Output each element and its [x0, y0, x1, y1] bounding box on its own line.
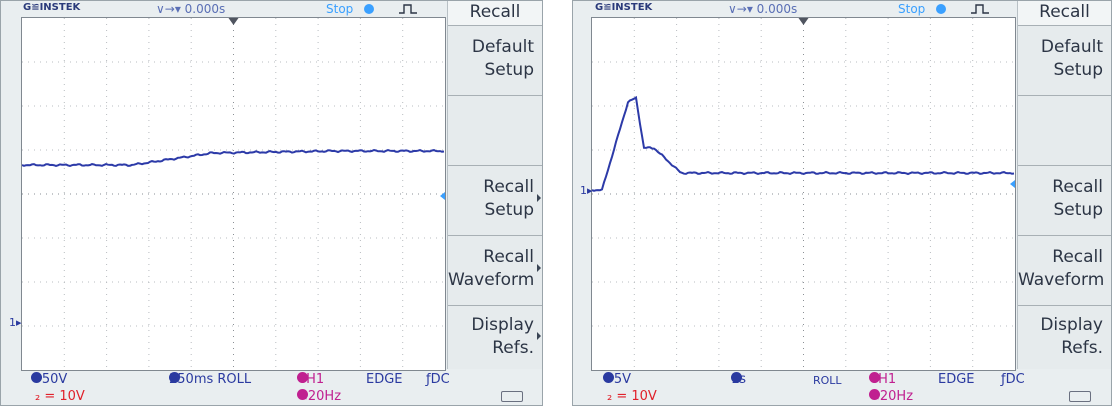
bottom-status-bar: =50V ₂ = 10V 250ms ROLL CH1 EDGE ƒDC <20… — [1, 369, 542, 405]
time-position: ∨→▾ 0.000s — [156, 2, 226, 16]
run-status: Stop — [898, 2, 926, 16]
submenu-arrow-icon — [537, 332, 541, 340]
waveform-display — [21, 17, 446, 371]
top-status-bar: G≌INSTEK ∨→▾ 0.000s Stop — [1, 1, 542, 17]
usb-icon — [501, 391, 523, 402]
ch1-ground-marker: 1▸ — [580, 184, 593, 197]
filter-icon — [297, 389, 308, 400]
recall-waveform-button[interactable]: Recall Waveform — [448, 235, 542, 305]
ch1-ground-marker: 1▸ — [9, 316, 22, 329]
run-status-indicator — [936, 4, 946, 14]
submenu-arrow-icon — [537, 194, 541, 202]
timebase-icon — [169, 372, 180, 383]
brand-label: G≌INSTEK — [23, 2, 81, 13]
oscilloscope-screen-right: G≌INSTEK ∨→▾ 0.000s Stop 1▸ Recall Defau… — [572, 0, 1112, 406]
ch2-scale: ₂ = 10V — [35, 389, 85, 404]
ch1-waveform-trace — [592, 95, 1015, 192]
bottom-status-bar: =5V ₂ = 10V 1s ROLL CH1 EDGE ƒDC <20Hz — [573, 369, 1111, 405]
oscilloscope-screen-left: G≌INSTEK ∨→▾ 0.000s Stop 1▸ Recall Defau… — [0, 0, 543, 406]
top-status-bar: G≌INSTEK ∨→▾ 0.000s Stop — [573, 1, 1111, 17]
waveform-graticule — [22, 18, 445, 370]
trigger-source-icon — [297, 372, 308, 383]
brand-label: G≌INSTEK — [595, 2, 653, 13]
trigger-level-marker — [440, 192, 445, 200]
ch1-badge-icon — [603, 372, 614, 383]
run-status: Stop — [326, 2, 354, 16]
waveform-display — [591, 17, 1016, 371]
trigger-edge-icon — [399, 4, 417, 14]
menu-title: Recall — [1018, 1, 1111, 25]
default-setup-button[interactable]: Default Setup — [1018, 25, 1111, 95]
display-refs-button[interactable]: Display Refs. — [448, 305, 542, 371]
recall-menu: Recall Default Setup Recall Setup Recall… — [1017, 1, 1111, 369]
timebase-icon — [731, 372, 742, 383]
trigger-position-marker — [798, 18, 809, 25]
display-refs-button[interactable]: Display Refs. — [1018, 305, 1111, 371]
trigger-edge-icon — [971, 4, 989, 14]
trigger-source-icon — [869, 372, 880, 383]
time-position: ∨→▾ 0.000s — [728, 2, 798, 16]
trigger-coupling: ƒDC — [426, 372, 450, 387]
recall-waveform-button[interactable]: Recall Waveform — [1018, 235, 1111, 305]
empty-softkey[interactable] — [1018, 95, 1111, 165]
ch2-scale: ₂ = 10V — [607, 389, 657, 404]
usb-icon — [1069, 391, 1091, 402]
trigger-type: EDGE — [938, 372, 975, 387]
trigger-level-marker — [1010, 180, 1015, 188]
ch1-badge-icon — [31, 372, 42, 383]
run-status-indicator — [364, 4, 374, 14]
menu-title: Recall — [448, 1, 542, 25]
empty-softkey[interactable] — [448, 95, 542, 165]
submenu-arrow-icon — [537, 264, 541, 272]
default-setup-button[interactable]: Default Setup — [448, 25, 542, 95]
trigger-type: EDGE — [366, 372, 403, 387]
recall-setup-button[interactable]: Recall Setup — [1018, 165, 1111, 235]
filter-icon — [869, 389, 880, 400]
waveform-graticule — [592, 18, 1015, 370]
ch1-waveform-trace — [22, 148, 445, 168]
recall-setup-button[interactable]: Recall Setup — [448, 165, 542, 235]
recall-menu: Recall Default Setup Recall Setup Recall… — [447, 1, 542, 369]
roll-mode: ROLL — [813, 374, 842, 387]
trigger-coupling: ƒDC — [1001, 372, 1025, 387]
trigger-position-marker — [228, 18, 239, 25]
